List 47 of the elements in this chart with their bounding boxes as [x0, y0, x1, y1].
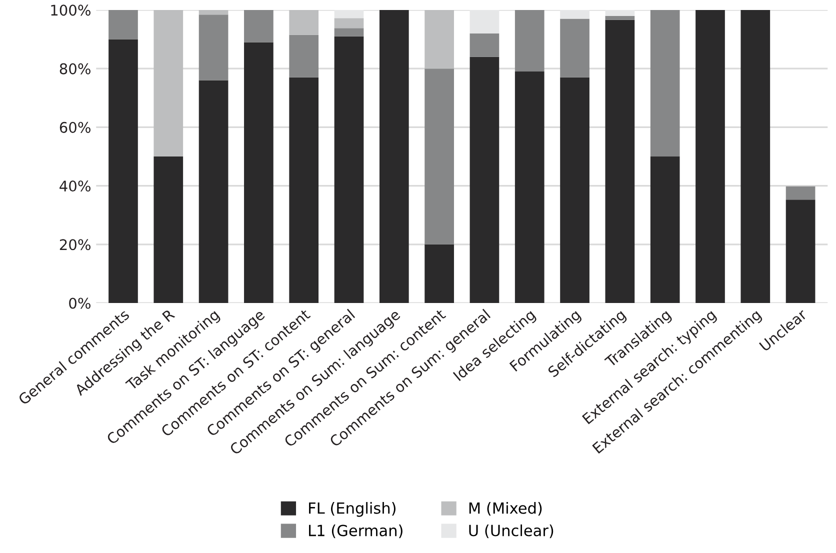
bar	[470, 10, 500, 34]
bar	[424, 244, 454, 304]
bar	[470, 33, 500, 57]
legend-label: L1 (German)	[309, 524, 402, 538]
y-tick-label: 20%	[60, 239, 90, 250]
bar	[605, 10, 635, 16]
bar	[424, 68, 454, 244]
bar	[424, 10, 454, 69]
y-tick-label: 40%	[60, 180, 90, 192]
bar	[244, 10, 274, 42]
bar	[334, 28, 364, 36]
bar	[154, 156, 184, 304]
bar	[740, 10, 770, 304]
bar	[560, 10, 590, 19]
legend-label: M (Mixed)	[469, 502, 542, 516]
bar	[334, 10, 364, 18]
legend-label: FL (English)	[309, 502, 396, 517]
bar	[514, 72, 544, 304]
bar	[289, 34, 319, 78]
bar	[334, 18, 364, 28]
bar	[198, 10, 228, 15]
bar	[650, 10, 680, 156]
y-tick-label: 0%	[69, 298, 90, 309]
bar	[605, 16, 635, 20]
bar	[108, 39, 138, 304]
bar	[786, 200, 816, 304]
legend-label: U (Unclear)	[469, 524, 554, 538]
bar	[198, 14, 228, 80]
bar	[108, 10, 138, 40]
bar	[198, 80, 228, 304]
bar	[289, 10, 319, 35]
bar	[470, 56, 500, 304]
bar	[334, 36, 364, 304]
bar	[379, 10, 409, 304]
bar	[696, 10, 725, 304]
bar	[650, 156, 680, 304]
bar	[560, 77, 590, 304]
bar	[786, 186, 816, 200]
bar	[560, 18, 590, 78]
bar	[289, 77, 319, 304]
bar	[154, 10, 184, 156]
bar	[605, 20, 635, 304]
bar	[244, 42, 274, 304]
y-tick-label: 60%	[60, 122, 90, 133]
bar	[514, 10, 544, 72]
y-tick-label: 100%	[51, 4, 90, 16]
y-tick-label: 80%	[60, 63, 90, 74]
